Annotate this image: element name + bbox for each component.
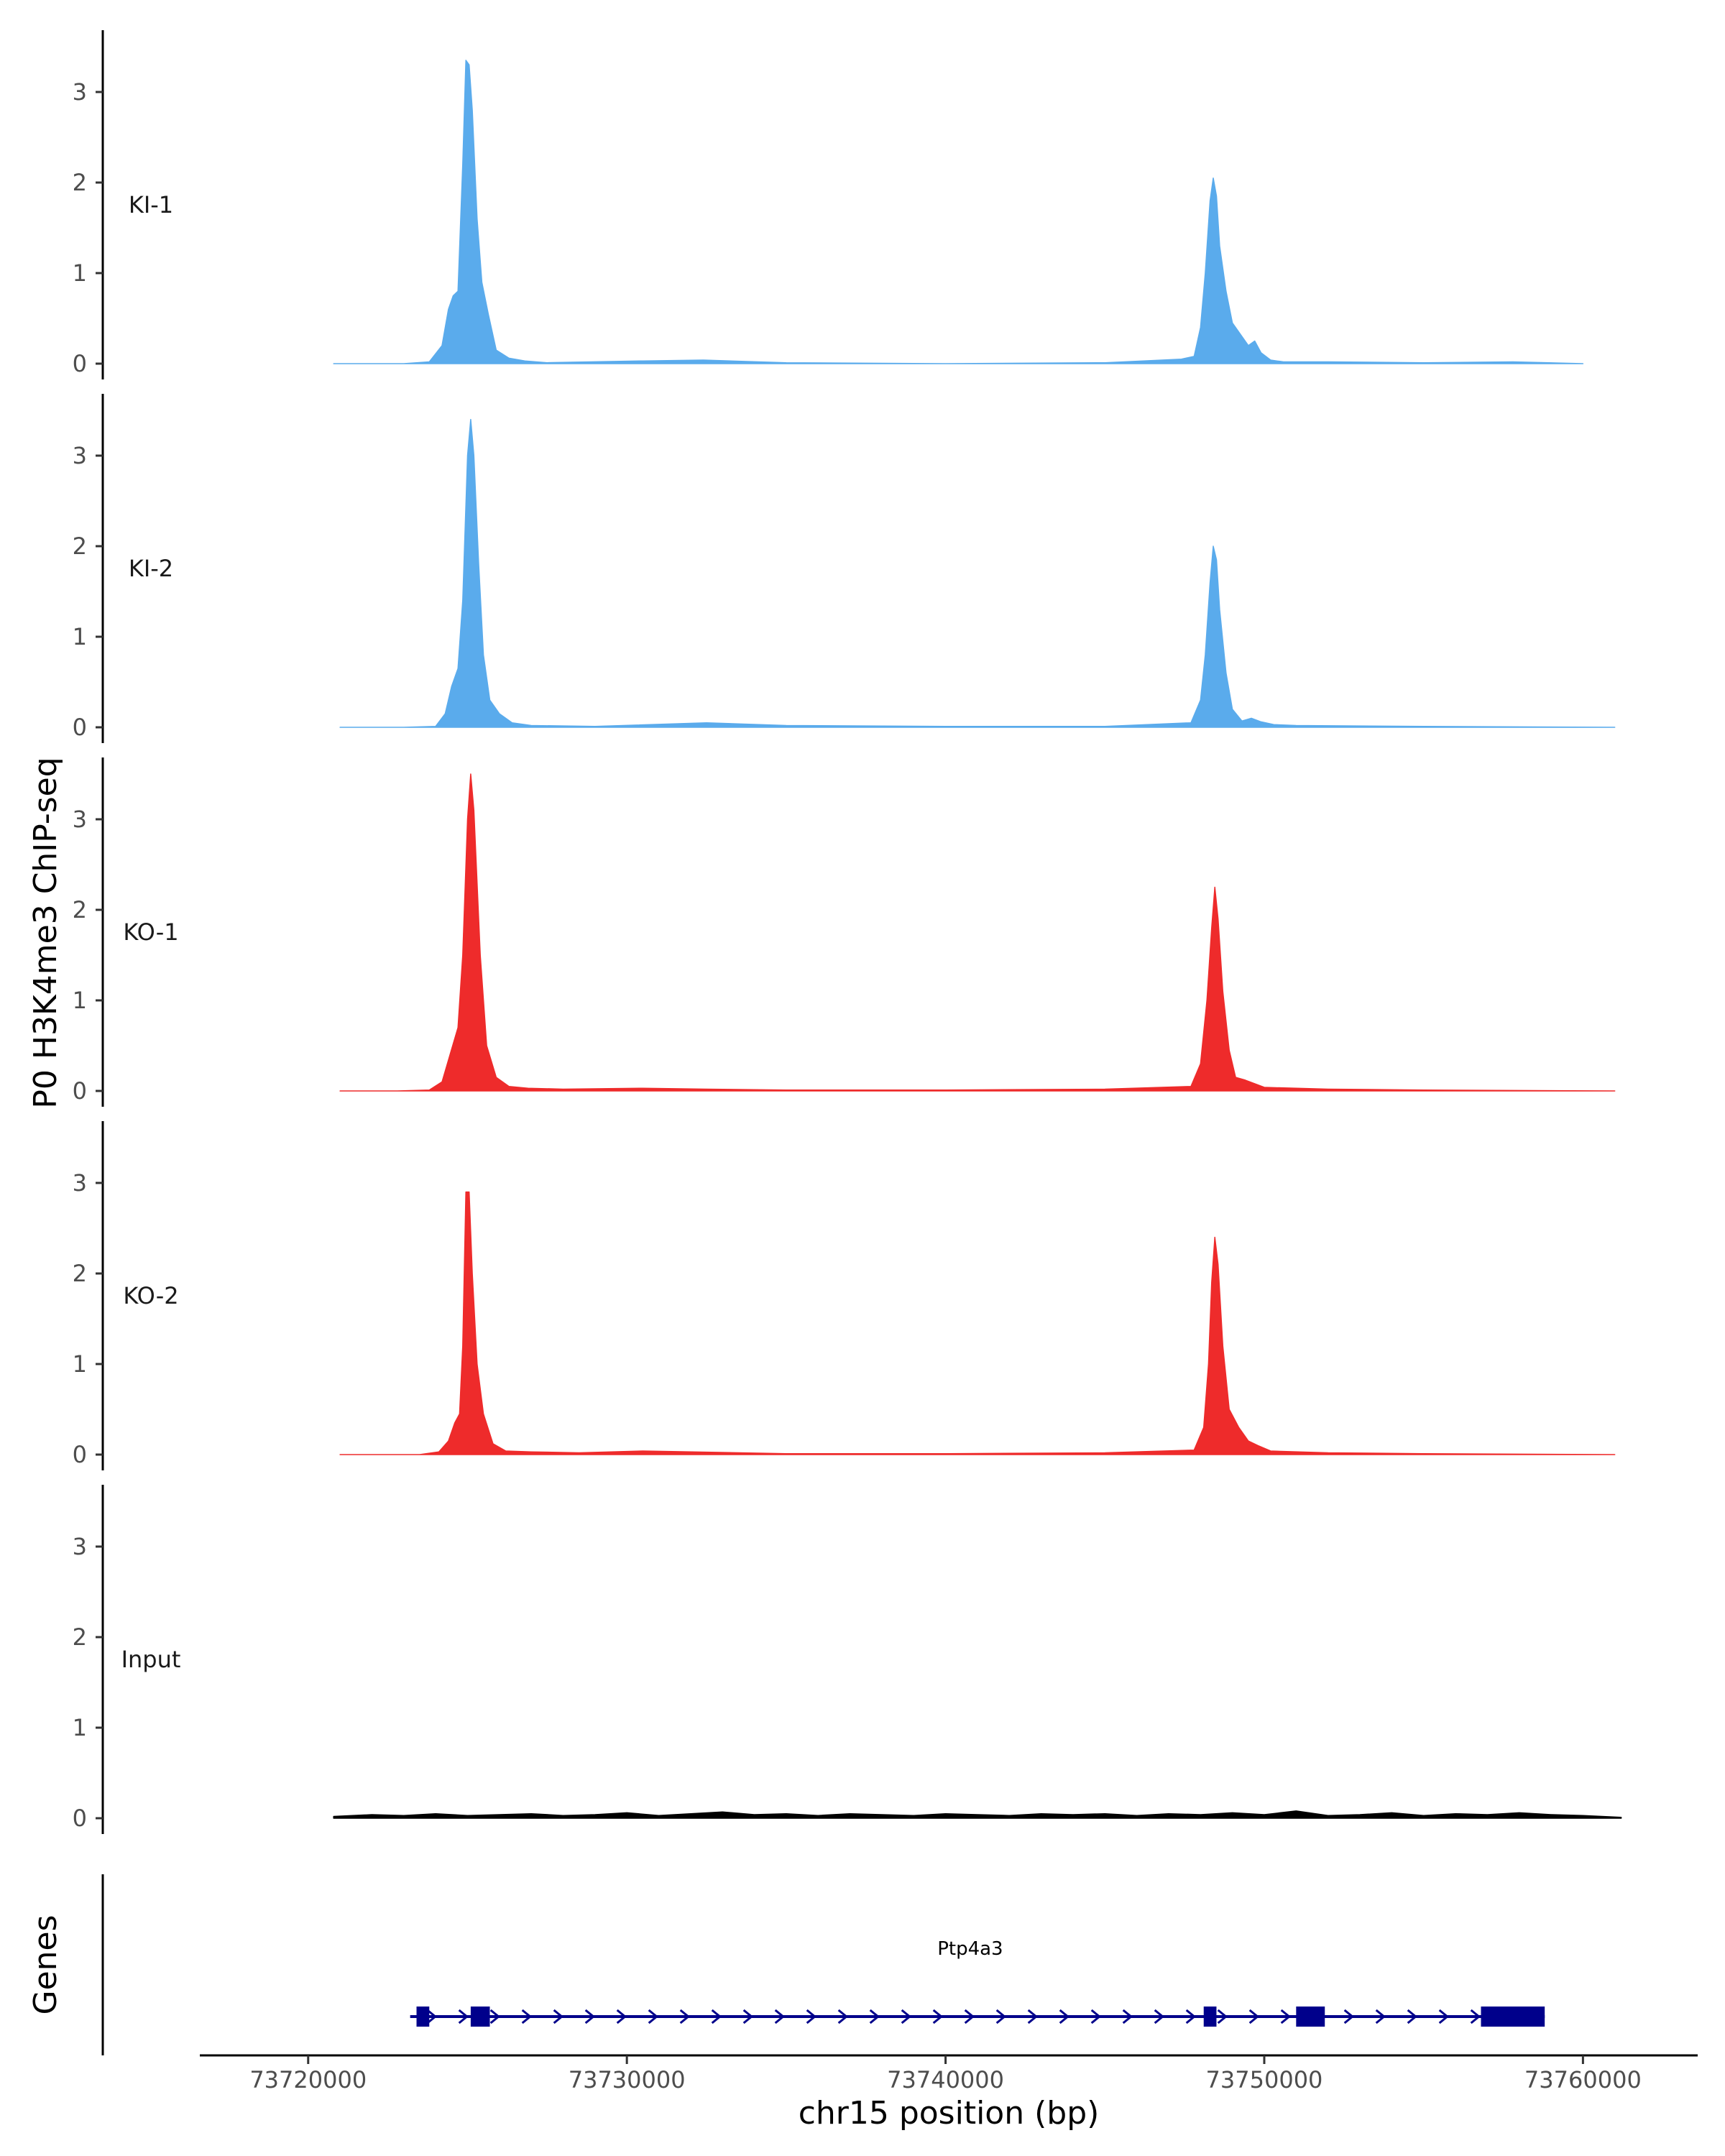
strand-arrow xyxy=(932,2009,944,2024)
strand-arrow xyxy=(1217,2009,1228,2024)
signal-area-input xyxy=(333,1810,1622,1819)
tracks-layer: 0 1 2 3 0 1 2 3 0 1 2 3 0 1 2 3 0 1 2 3 xyxy=(73,30,1622,1834)
exon xyxy=(1203,2007,1217,2027)
y-tick-label: 3 xyxy=(73,442,87,469)
strand-arrow xyxy=(742,2009,754,2024)
y-tick-label: 0 xyxy=(73,350,87,377)
strand-arrow xyxy=(837,2009,849,2024)
strand-arrow xyxy=(1470,2009,1481,2024)
x-tick-label: 73750000 xyxy=(1206,2066,1323,2093)
y-tick-label: 2 xyxy=(73,1260,87,1287)
track-labels-layer: KI-1 KI-2 KO-1 KO-2 Input xyxy=(121,191,181,1673)
y-tick-label: 0 xyxy=(73,1805,87,1832)
strand-arrow xyxy=(648,2009,659,2024)
strand-arrow xyxy=(489,2009,501,2024)
exon xyxy=(416,2007,430,2027)
strand-arrow xyxy=(774,2009,786,2024)
y-tick-label: 1 xyxy=(73,1714,87,1741)
strand-arrow xyxy=(901,2009,912,2024)
track-label-ki-2: KI-2 xyxy=(129,555,173,582)
y-tick-label: 2 xyxy=(73,169,87,196)
x-tick-label: 73720000 xyxy=(249,2066,367,2093)
signal-area-ki-1 xyxy=(333,60,1584,364)
signal-area-ki-2 xyxy=(339,418,1616,728)
y-tick-label: 0 xyxy=(73,1077,87,1105)
track-ki-1: 0 1 2 3 xyxy=(73,30,1584,379)
genes-axis-title: Genes xyxy=(27,1915,64,2014)
y-tick-label: 1 xyxy=(73,987,87,1014)
signal-area-ko-1 xyxy=(339,773,1616,1092)
strand-arrow xyxy=(458,2009,469,2024)
strand-arrow xyxy=(1059,2009,1070,2024)
track-ko-1: 0 1 2 3 xyxy=(73,757,1616,1107)
track-input: 0 1 2 3 xyxy=(73,1485,1622,1834)
x-tick-label: 73730000 xyxy=(569,2066,686,2093)
strand-arrow xyxy=(1343,2009,1355,2024)
x-tick-label: 73740000 xyxy=(887,2066,1004,2093)
strand-arrow xyxy=(521,2009,533,2024)
x-tick-label: 73760000 xyxy=(1524,2066,1642,2093)
strand-arrow xyxy=(1027,2009,1039,2024)
strand-arrow xyxy=(1280,2009,1292,2024)
exon xyxy=(470,2007,490,2027)
track-label-ko-2: KO-2 xyxy=(123,1282,178,1309)
y-tick-label: 2 xyxy=(73,1623,87,1651)
gene-track: Genes Ptp4a3 xyxy=(27,1874,1545,2055)
y-tick-label: 2 xyxy=(73,533,87,560)
y-tick-label: 0 xyxy=(73,1441,87,1468)
exon xyxy=(1296,2007,1325,2027)
strand-arrow xyxy=(426,2009,438,2024)
strand-arrow xyxy=(995,2009,1007,2024)
track-label-ko-1: KO-1 xyxy=(123,918,178,946)
strand-arrow xyxy=(964,2009,975,2024)
strand-arrow xyxy=(584,2009,596,2024)
strand-arrow xyxy=(1154,2009,1165,2024)
strand-arrow xyxy=(1122,2009,1133,2024)
strand-arrow xyxy=(616,2009,627,2024)
track-label-ki-1: KI-1 xyxy=(129,191,173,218)
y-tick-label: 3 xyxy=(73,1169,87,1197)
strand-arrows xyxy=(426,2009,1513,2024)
strand-arrow xyxy=(1407,2009,1418,2024)
strand-arrow xyxy=(711,2009,722,2024)
strand-arrow xyxy=(1090,2009,1102,2024)
y-tick-label: 0 xyxy=(73,714,87,741)
x-axis: chr15 position (bp) 73720000 73730000 7374… xyxy=(200,2054,1698,2132)
y-tick-label: 3 xyxy=(73,1533,87,1560)
strand-arrow xyxy=(679,2009,691,2024)
strand-arrow xyxy=(1375,2009,1386,2024)
strand-arrow xyxy=(1185,2009,1197,2024)
strand-arrow xyxy=(553,2009,564,2024)
strand-arrow xyxy=(869,2009,880,2024)
gene-name-label: Ptp4a3 xyxy=(937,1938,1003,1960)
signal-area-ko-2 xyxy=(339,1191,1616,1455)
strand-arrow xyxy=(806,2009,817,2024)
y-tick-label: 1 xyxy=(73,259,87,287)
y-tick-label: 2 xyxy=(73,896,87,923)
y-tick-label: 1 xyxy=(73,1350,87,1378)
y-tick-label: 3 xyxy=(73,806,87,833)
y-axis-title: P0 H3K4me3 ChIP-seq xyxy=(27,757,64,1108)
x-axis-title: chr15 position (bp) xyxy=(799,2095,1100,2132)
y-tick-label: 3 xyxy=(73,78,87,106)
track-label-input: Input xyxy=(121,1646,181,1673)
strand-arrow xyxy=(1438,2009,1450,2024)
track-ko-2: 0 1 2 3 xyxy=(73,1121,1616,1470)
track-ki-2: 0 1 2 3 xyxy=(73,394,1616,743)
exon xyxy=(1481,2007,1545,2027)
strand-arrow xyxy=(1248,2009,1260,2024)
y-tick-label: 1 xyxy=(73,623,87,650)
